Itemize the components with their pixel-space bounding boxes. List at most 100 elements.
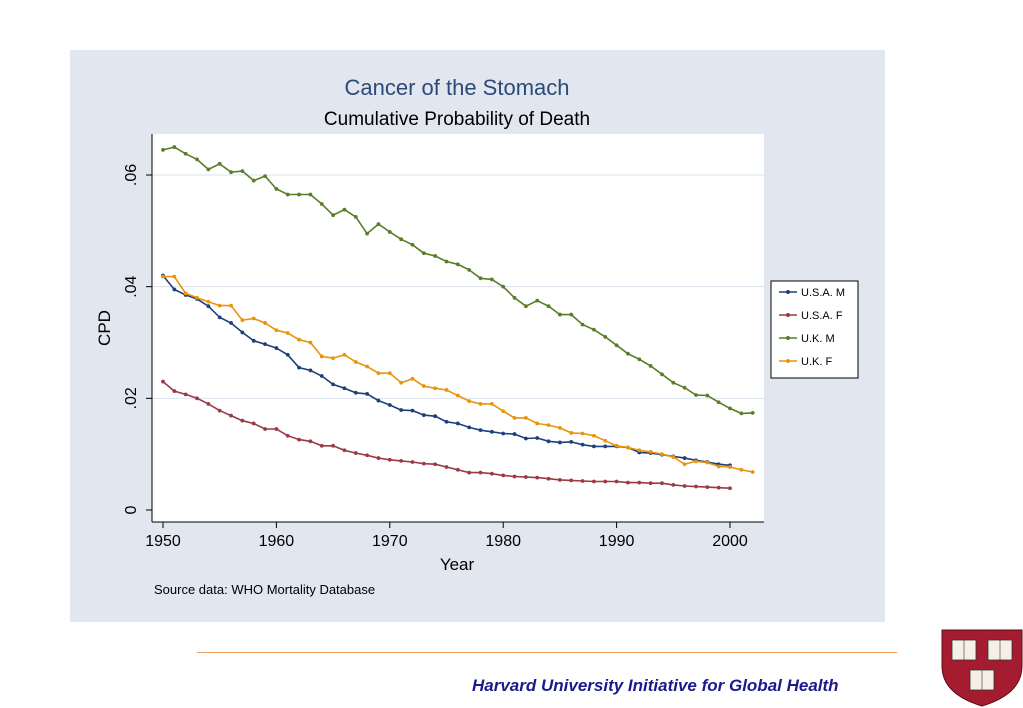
data-point <box>331 382 335 387</box>
data-point <box>183 151 188 156</box>
data-point <box>637 480 642 485</box>
data-point <box>195 396 199 401</box>
data-point <box>421 461 426 466</box>
data-point <box>217 303 222 308</box>
data-point <box>297 437 301 442</box>
data-point <box>580 322 585 327</box>
data-point <box>319 374 324 378</box>
data-point <box>331 356 335 361</box>
legend-label: U.K. F <box>801 356 832 368</box>
data-point <box>501 284 506 289</box>
data-point <box>172 287 177 292</box>
data-point <box>489 402 494 406</box>
series-4 <box>161 274 755 474</box>
data-point <box>251 421 256 426</box>
data-point <box>274 346 279 350</box>
data-point <box>206 304 211 309</box>
data-point <box>682 456 687 460</box>
data-point <box>478 470 483 475</box>
data-point <box>569 312 574 317</box>
data-point <box>161 274 165 279</box>
legend-marker <box>786 313 790 317</box>
data-point <box>467 268 472 272</box>
data-point <box>648 481 653 486</box>
data-point <box>705 393 710 398</box>
data-point <box>297 337 301 342</box>
x-ticks: 1950 1960 1970 1980 1990 2000 <box>145 522 748 550</box>
data-point <box>569 478 574 483</box>
data-point <box>671 482 676 487</box>
data-point <box>183 291 188 296</box>
data-point <box>229 303 233 308</box>
data-point <box>263 174 267 179</box>
data-point <box>546 439 551 444</box>
data-point <box>523 415 528 420</box>
data-point <box>750 410 755 415</box>
data-point <box>421 413 426 417</box>
data-point <box>319 202 324 206</box>
data-point <box>467 399 472 404</box>
data-point <box>365 453 370 458</box>
data-point <box>251 316 256 321</box>
data-point <box>444 465 449 469</box>
data-point <box>739 411 744 416</box>
data-point <box>410 408 415 413</box>
data-point <box>263 342 267 347</box>
data-point <box>421 251 426 256</box>
data-point <box>455 393 460 398</box>
data-point <box>489 429 494 434</box>
x-tick-label: 2000 <box>712 533 748 550</box>
data-point <box>410 376 415 381</box>
data-point <box>251 178 256 183</box>
data-point <box>728 465 732 469</box>
data-point <box>512 415 517 420</box>
data-point <box>569 439 574 444</box>
data-point <box>353 390 358 395</box>
data-point <box>399 408 404 412</box>
data-point <box>501 409 506 414</box>
chart-panel: Cancer of the Stomach Cumulative Probabi… <box>70 50 885 622</box>
chart: Cancer of the Stomach Cumulative Probabi… <box>95 75 859 597</box>
data-point <box>501 473 506 478</box>
data-point <box>229 321 233 325</box>
legend-label: U.K. M <box>801 333 835 345</box>
data-point <box>376 456 381 460</box>
data-point <box>217 315 222 320</box>
data-point <box>319 354 324 359</box>
data-point <box>433 462 438 467</box>
data-point <box>512 474 517 479</box>
data-point <box>353 451 358 455</box>
data-point <box>603 479 608 484</box>
data-point <box>455 467 460 472</box>
legend-label: U.S.A. F <box>801 310 843 322</box>
data-point <box>535 421 540 426</box>
footer-divider <box>197 652 897 653</box>
legend-marker <box>786 290 790 294</box>
data-point <box>229 170 233 175</box>
legend-marker <box>786 359 790 363</box>
data-point <box>512 295 517 300</box>
data-point <box>376 222 381 227</box>
data-point <box>172 389 177 393</box>
chart-subtitle: Cumulative Probability of Death <box>324 109 590 130</box>
data-point <box>682 484 687 488</box>
data-point <box>660 481 664 486</box>
data-point <box>705 485 710 490</box>
data-point <box>592 444 596 449</box>
data-point <box>353 214 358 219</box>
y-ticks: 0 .02 .04 .06 <box>123 164 152 514</box>
data-point <box>206 299 211 304</box>
data-point <box>750 470 755 474</box>
series-3 <box>161 145 755 416</box>
data-point <box>229 413 233 418</box>
data-point <box>682 385 687 390</box>
data-point <box>206 402 211 406</box>
y-axis-label: CPD <box>95 310 114 346</box>
x-tick-label: 1970 <box>372 533 408 550</box>
data-point <box>365 391 370 396</box>
data-point <box>342 352 347 357</box>
data-point <box>546 423 551 428</box>
data-point <box>251 338 256 343</box>
data-point <box>240 169 245 173</box>
data-point <box>263 321 267 325</box>
